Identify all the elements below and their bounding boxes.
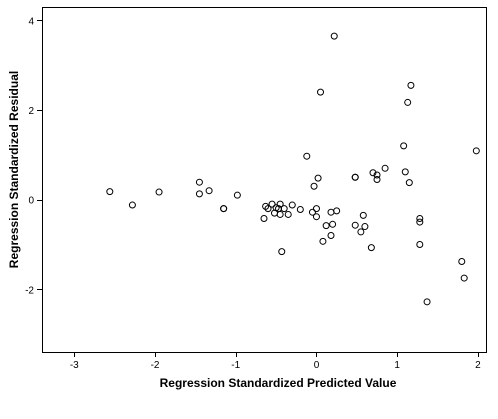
scatter-point (351, 221, 359, 229)
scatter-point (276, 200, 284, 208)
scatter-point (423, 298, 431, 306)
scatter-point (268, 200, 276, 208)
scatter-point (106, 188, 114, 196)
scatter-point (317, 88, 325, 96)
scatter-point (296, 206, 304, 214)
y-axis-ticks: -2 0 2 4 (25, 16, 42, 296)
y-tick-label: 0 (28, 196, 34, 207)
scatter-point (312, 213, 320, 221)
scatter-point (359, 211, 367, 219)
scatter-point (280, 205, 288, 213)
scatter-point (373, 176, 381, 183)
x-tick-label: 0 (314, 360, 320, 371)
scatter-point (155, 188, 163, 196)
x-tick-label: 1 (394, 360, 400, 371)
y-tick-label: 2 (28, 106, 34, 117)
scatter-point (303, 152, 311, 160)
scatter-point (458, 257, 466, 265)
scatter-point (233, 191, 241, 199)
scatter-point (407, 81, 415, 89)
scatter-point (308, 208, 316, 216)
scatter-point (472, 147, 480, 155)
scatter-point (460, 274, 468, 282)
scatter-point (220, 205, 228, 213)
scatter-point (367, 244, 375, 252)
x-axis-title: Regression Standardized Predicted Value (160, 376, 397, 390)
y-tick-label: -2 (25, 285, 34, 296)
x-tick-label: -2 (151, 360, 160, 371)
x-tick-label: 2 (475, 360, 481, 371)
scatter-point (327, 232, 335, 240)
data-points (106, 32, 480, 306)
scatter-point (312, 205, 320, 213)
scatter-point (128, 201, 136, 209)
scatter-point (401, 168, 409, 176)
scatter-point (333, 207, 341, 215)
scatter-point (195, 178, 203, 186)
scatter-point (416, 214, 424, 222)
y-tick-label: 4 (28, 16, 34, 27)
scatter-point (310, 182, 318, 190)
scatter-point (322, 222, 330, 230)
scatter-point (373, 171, 381, 179)
scatter-point (260, 214, 268, 222)
scatter-point (195, 190, 203, 198)
scatter-point (314, 174, 322, 182)
scatter-point (361, 223, 369, 231)
scatter-point (416, 218, 424, 226)
x-axis-ticks: -3 -2 -1 0 1 2 (70, 352, 481, 371)
scatter-point (278, 248, 286, 256)
plot-area-frame (42, 7, 487, 353)
scatter-point (205, 187, 213, 195)
scatter-point (369, 169, 377, 177)
scatter-point (351, 173, 359, 181)
y-axis-title: Regression Standardized Residual (7, 71, 21, 268)
scatter-point (357, 228, 365, 236)
scatter-point (319, 237, 327, 245)
scatter-point (276, 210, 284, 218)
scatter-point (416, 240, 424, 248)
scatter-point (405, 179, 413, 187)
scatter-point (288, 201, 296, 209)
scatter-point (330, 32, 338, 40)
scatter-point (404, 98, 412, 106)
scatter-point (381, 164, 389, 172)
scatter-point (264, 205, 272, 213)
scatter-point (329, 220, 337, 228)
x-tick-label: -1 (231, 360, 240, 371)
scatter-point (400, 142, 408, 150)
scatter-point (284, 210, 292, 218)
x-tick-label: -3 (70, 360, 79, 371)
scatter-point (262, 202, 270, 210)
